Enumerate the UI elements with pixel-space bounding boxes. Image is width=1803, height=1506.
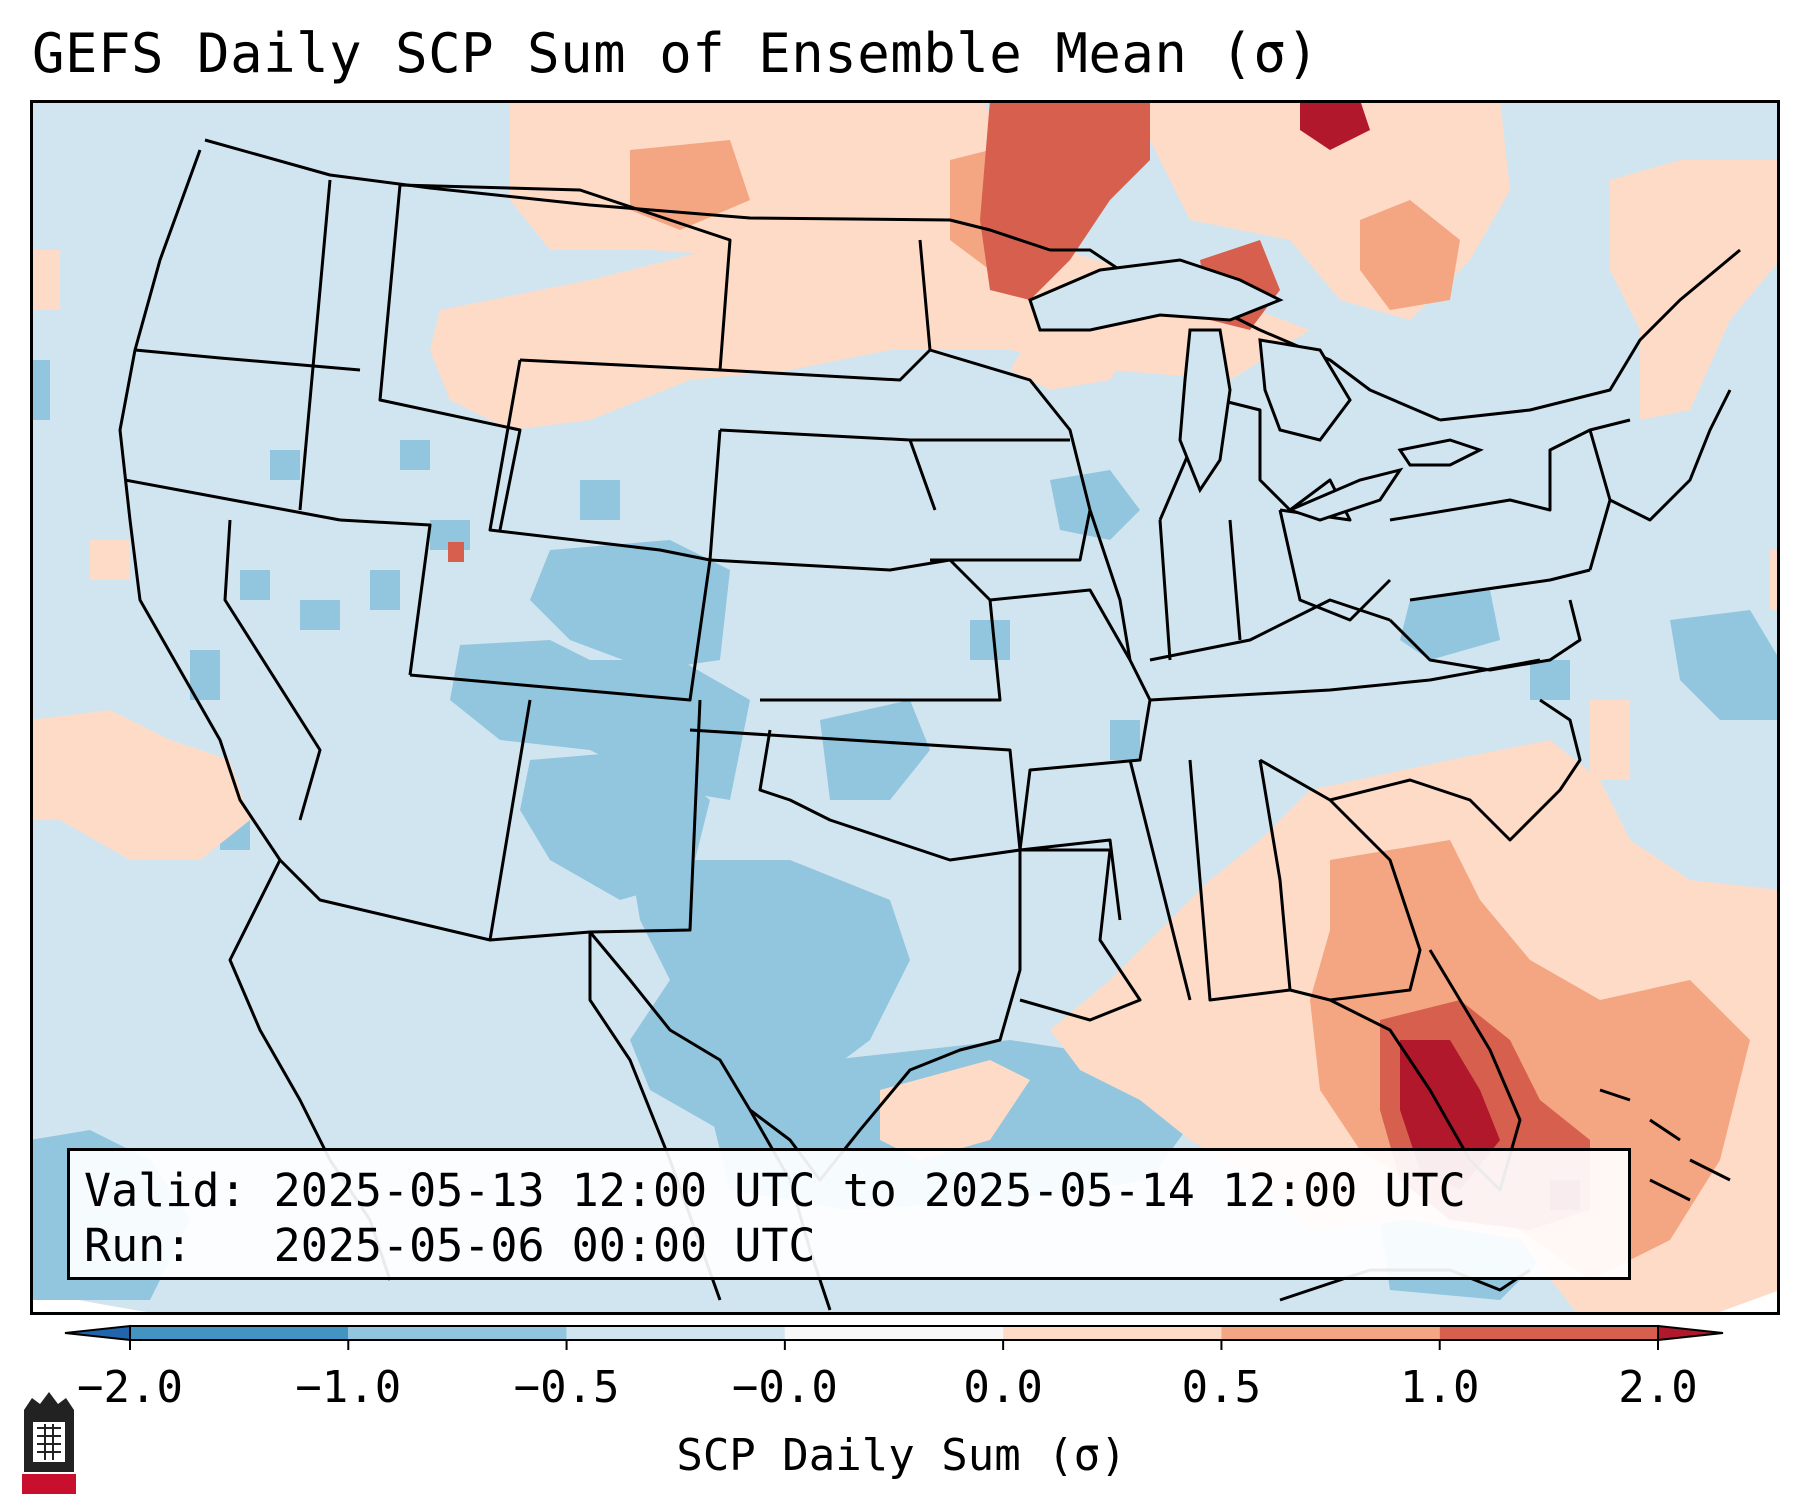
blue-cell [1530, 660, 1570, 700]
blue-cell [400, 440, 430, 470]
colorbar-tick-label: −0.5 [514, 1362, 620, 1413]
atlantic-blue [1670, 610, 1780, 720]
illinois-indiana-ohio [1088, 509, 1392, 661]
canada-salmon [630, 140, 750, 230]
colorbar-over-arrow [1657, 1324, 1724, 1342]
colorado-blue [530, 540, 730, 670]
red-cell [448, 542, 464, 562]
niu-logo [18, 1390, 80, 1496]
map-panel [30, 100, 1780, 1315]
blue-cell [970, 620, 1010, 660]
west-coast [118, 149, 282, 861]
run-time: 2025-05-06 00:00 UTC [273, 1219, 816, 1272]
lake-erie [1285, 467, 1404, 522]
pacific-pink [30, 710, 250, 860]
carolinas [1329, 698, 1582, 842]
valid-time-box: Valid: 2025-05-13 12:00 UTC to 2025-05-1… [67, 1148, 1631, 1280]
kansas-blue [820, 700, 930, 800]
run-label: Run: [84, 1219, 193, 1272]
or-ca-border [124, 478, 341, 522]
pennsylvania-ny [1389, 418, 1631, 602]
newengland-pink [1610, 160, 1780, 420]
colorbar-tick-label: −1.0 [295, 1362, 401, 1413]
minnesota-iowa [910, 348, 1092, 562]
colorbar-bins [64, 1324, 1724, 1342]
blue-cell [30, 360, 50, 420]
colorbar-tick-label: 1.0 [1400, 1362, 1479, 1413]
northwoods-red [980, 100, 1150, 300]
lake-ontario [1397, 438, 1484, 467]
blue-cell [580, 480, 620, 520]
pink-cell [90, 540, 130, 580]
nebraska-kansas [709, 558, 1002, 702]
wisconsin-blue [1050, 470, 1140, 540]
colorbar-under-arrow [64, 1324, 131, 1342]
lake-michigan [1178, 328, 1232, 494]
oklahoma [689, 728, 1022, 862]
superior-extreme [1300, 100, 1370, 150]
nm-tx-border [489, 699, 702, 942]
colorbar-tick-label: 0.0 [963, 1362, 1042, 1413]
blue-cell [270, 450, 300, 480]
new-england [1588, 389, 1732, 571]
ca-nv-border [223, 519, 322, 821]
colorbar-bin [1003, 1326, 1222, 1340]
great-lakes [1028, 258, 1484, 522]
lake-huron [1258, 338, 1352, 442]
mt-border [399, 183, 732, 372]
colorbar-bin [130, 1326, 349, 1340]
northern-plains-pink [430, 200, 1310, 430]
blue-cell [370, 570, 400, 610]
blue-cell [610, 570, 640, 600]
nv-ut-border [339, 518, 432, 676]
colorbar-tick-label: −0.0 [732, 1362, 838, 1413]
id-border [298, 179, 522, 531]
wy-border [488, 359, 722, 562]
colorbar-ticks: −2.0 −1.0 −0.5 −0.0 0.0 0.5 1.0 2.0 [77, 1340, 1698, 1413]
chart-title: GEFS Daily SCP Sum of Ensemble Mean (σ) [32, 22, 1320, 85]
colorbar-bin [566, 1326, 785, 1340]
ontario-salmon [1360, 200, 1460, 310]
louisiana [1019, 848, 1142, 1022]
bahamas [1599, 1088, 1731, 1202]
pa-blue [1400, 590, 1500, 660]
blue-cell [1110, 720, 1140, 760]
pink-cell [30, 250, 60, 310]
valid-time-range: 2025-05-13 12:00 UTC to 2025-05-14 12:00… [273, 1164, 1466, 1217]
pink-cell [1770, 550, 1780, 610]
colorbar-label: SCP Daily Sum (σ) [676, 1430, 1127, 1481]
logo-banner [22, 1474, 76, 1494]
intermountain-blue [450, 640, 750, 800]
lake-superior [1028, 258, 1284, 332]
colorbar-tick-label: −2.0 [77, 1362, 183, 1413]
gulf-coast-pink [880, 1060, 1030, 1160]
colorbar-tick-label: 0.5 [1182, 1362, 1261, 1413]
colorbar-bin [1439, 1326, 1658, 1340]
colorbar-bin [348, 1326, 567, 1340]
blue-cell [240, 570, 270, 600]
ut-co-border [409, 559, 712, 702]
blue-cell [300, 600, 340, 630]
colorbar-bin [1221, 1326, 1440, 1340]
virginia [1388, 599, 1582, 672]
colorbar-bin [784, 1326, 1004, 1340]
colorbar: −2.0 −1.0 −0.5 −0.0 0.0 0.5 1.0 2.0 [64, 1324, 1724, 1413]
valid-label: Valid: [84, 1164, 247, 1217]
az-nm-border [278, 699, 532, 942]
pink-cell [1590, 700, 1630, 780]
colorbar-tick-label: 2.0 [1618, 1362, 1697, 1413]
colorbar-outline [129, 1325, 1659, 1341]
blue-cell [190, 650, 220, 700]
us-canada-border-east [1439, 248, 1741, 422]
